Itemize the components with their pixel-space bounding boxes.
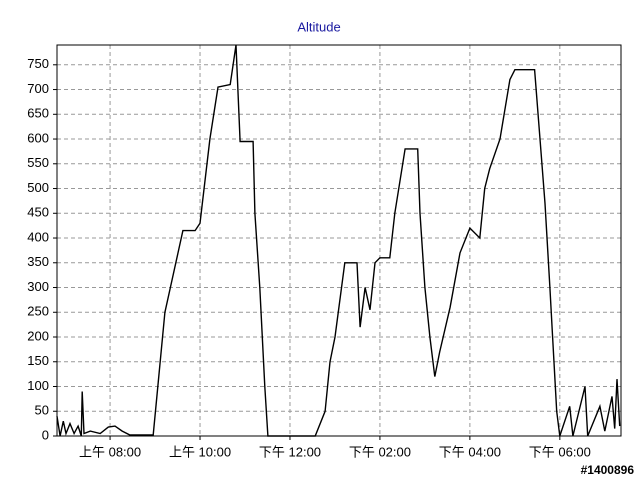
y-tick-label: 650	[27, 106, 49, 121]
watermark: #1400896	[581, 463, 635, 477]
y-tick-label: 550	[27, 155, 49, 170]
altitude-line	[56, 44, 621, 437]
x-tick-label: 上午 10:00	[169, 444, 231, 459]
y-tick-label: 200	[27, 328, 49, 343]
y-tick-label: 350	[27, 254, 49, 269]
x-tick-label: 下午 02:00	[349, 444, 411, 459]
y-tick-label: 100	[27, 378, 49, 393]
y-tick-label: 400	[27, 229, 49, 244]
x-tick-label: 上午 08:00	[79, 444, 141, 459]
y-tick-label: 450	[27, 205, 49, 220]
x-tick-label: 下午 12:00	[259, 444, 321, 459]
y-tick-label: 250	[27, 304, 49, 319]
plot-frame	[56, 44, 622, 437]
y-tick-label: 750	[27, 56, 49, 71]
x-tick-label: 下午 04:00	[439, 444, 501, 459]
y-tick-label: 150	[27, 353, 49, 368]
y-tick-label: 0	[42, 427, 49, 442]
y-tick-label: 50	[35, 403, 49, 418]
y-tick-label: 300	[27, 279, 49, 294]
y-tick-label: 700	[27, 81, 49, 96]
y-tick-label: 600	[27, 130, 49, 145]
chart-title: Altitude	[297, 19, 340, 34]
y-tick-label: 500	[27, 180, 49, 195]
x-tick-label: 下午 06:00	[529, 444, 591, 459]
